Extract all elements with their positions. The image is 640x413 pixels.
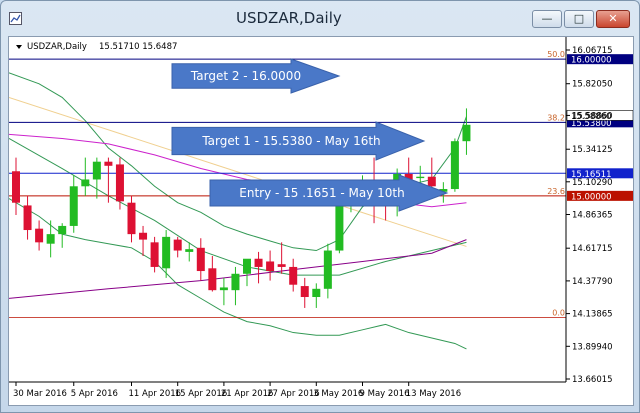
annotation-label: Entry - 15 .1651 - May 10th	[239, 186, 405, 200]
candle-body[interactable]	[69, 186, 78, 226]
price-level-tag	[567, 117, 633, 128]
candle-body[interactable]	[404, 173, 413, 180]
candle-body[interactable]	[196, 247, 205, 272]
candle-body[interactable]	[58, 225, 67, 235]
current-price-tag-label: 15.58860	[571, 112, 612, 122]
annotation-label: Target 2 - 16.0000	[190, 69, 301, 83]
candle-body[interactable]	[450, 141, 459, 190]
minimize-button[interactable]: —	[532, 10, 562, 28]
annotation-arrow[interactable]	[171, 121, 426, 161]
candle-body[interactable]	[289, 266, 298, 285]
price-level-tag-label: 16.00000	[571, 56, 612, 66]
time-tick-label: 3 May 2016	[313, 389, 363, 399]
candle-body[interactable]	[127, 202, 136, 235]
price-level-tag	[567, 168, 633, 179]
candle-body[interactable]	[139, 232, 148, 240]
chart-area[interactable]: 50.0 16.00000 38.2 15.53800 15.16511 23.6 15.0…	[8, 36, 634, 406]
candle-body[interactable]	[231, 273, 240, 291]
candle-body[interactable]	[115, 164, 124, 202]
price-level-tag	[567, 54, 633, 65]
time-tick-label: 13 May 2016	[406, 389, 461, 399]
bollinger-lower-line	[8, 198, 467, 350]
chart-ohlc-values: 15.51710 15.6487	[99, 42, 177, 52]
price-tick-label: 14.61715	[572, 244, 613, 254]
time-tick-label: 9 May 2016	[360, 389, 410, 399]
candle-body[interactable]	[416, 176, 425, 179]
time-tick-label: 30 Mar 2016	[13, 389, 67, 399]
candle-body[interactable]	[266, 261, 275, 272]
price-tick-label: 14.13865	[572, 310, 613, 320]
candle-body[interactable]	[439, 189, 448, 192]
candle-body[interactable]	[312, 288, 321, 298]
price-chart[interactable]: 50.0 16.00000 38.2 15.53800 15.16511 23.6 15.0…	[8, 37, 634, 405]
fib-level-label: 0.0	[552, 309, 565, 318]
price-tick-label: 15.34125	[572, 145, 613, 155]
candle-body[interactable]	[243, 258, 251, 274]
price-level-tag	[567, 190, 633, 201]
annotation-label: Target 1 - 15.5380 - May 16th	[201, 134, 380, 148]
annotation-arrow[interactable]	[171, 58, 341, 94]
candle-body[interactable]	[46, 234, 55, 244]
candle-body[interactable]	[219, 287, 228, 291]
candle-body[interactable]	[335, 204, 344, 251]
maximize-icon: □	[573, 12, 585, 25]
candle-body[interactable]	[12, 171, 20, 203]
price-tick-label: 14.37790	[572, 277, 613, 287]
price-tick-label: 13.89940	[572, 342, 613, 352]
annotation-arrow[interactable]	[209, 174, 449, 212]
candle-body[interactable]	[323, 250, 332, 289]
candle-body[interactable]	[35, 228, 44, 243]
chart-menu-triangle-icon[interactable]	[16, 45, 22, 49]
fib-level-label: 50.0	[547, 50, 565, 59]
window-title: USDZAR,Daily	[236, 9, 342, 27]
candle-body[interactable]	[81, 179, 90, 187]
close-icon: ✕	[608, 12, 618, 25]
price-tick-label: 15.82050	[572, 80, 613, 90]
candle-body[interactable]	[462, 124, 471, 142]
chart-window-icon	[9, 12, 22, 25]
price-level-tag-label: 15.16511	[571, 170, 612, 180]
candle-body[interactable]	[427, 176, 436, 187]
price-tick-label: 14.86365	[572, 211, 613, 221]
price-level-tag-label: 15.53800	[571, 119, 612, 129]
title-bar[interactable]: USDZAR,Daily — □ ✕	[1, 1, 639, 35]
price-tick-label: 15.10290	[572, 178, 613, 188]
fib-level-label: 23.6	[547, 187, 565, 196]
time-tick-label: 27 Apr 2016	[267, 389, 320, 399]
candle-body[interactable]	[208, 268, 217, 291]
candle-body[interactable]	[277, 264, 286, 267]
candle-body[interactable]	[150, 242, 159, 267]
minimize-icon: —	[541, 12, 553, 25]
candle-body[interactable]	[104, 161, 113, 166]
price-level-tag-label: 15.00000	[571, 192, 612, 202]
fib-level-label: 38.2	[547, 113, 565, 122]
candle-body[interactable]	[300, 286, 309, 298]
chart-symbol-label: USDZAR,Daily	[27, 42, 87, 52]
time-tick-label: 21 Apr 2016	[221, 389, 274, 399]
price-tick-label: 16.06715	[572, 46, 613, 56]
maximize-button[interactable]: □	[564, 10, 594, 28]
price-tick-label: 15.58860	[572, 111, 613, 121]
candle-body[interactable]	[185, 249, 194, 252]
price-tick-label: 13.66015	[572, 375, 613, 385]
candle-body[interactable]	[173, 239, 182, 251]
candle-body[interactable]	[23, 205, 32, 231]
time-tick-label: 15 Apr 2016	[175, 389, 228, 399]
candle-body[interactable]	[162, 236, 171, 269]
candle-body[interactable]	[254, 258, 263, 267]
time-tick-label: 11 Apr 2016	[129, 389, 182, 399]
time-tick-label: 5 Apr 2016	[71, 389, 118, 399]
close-button[interactable]: ✕	[596, 10, 630, 28]
candle-body[interactable]	[92, 161, 101, 180]
